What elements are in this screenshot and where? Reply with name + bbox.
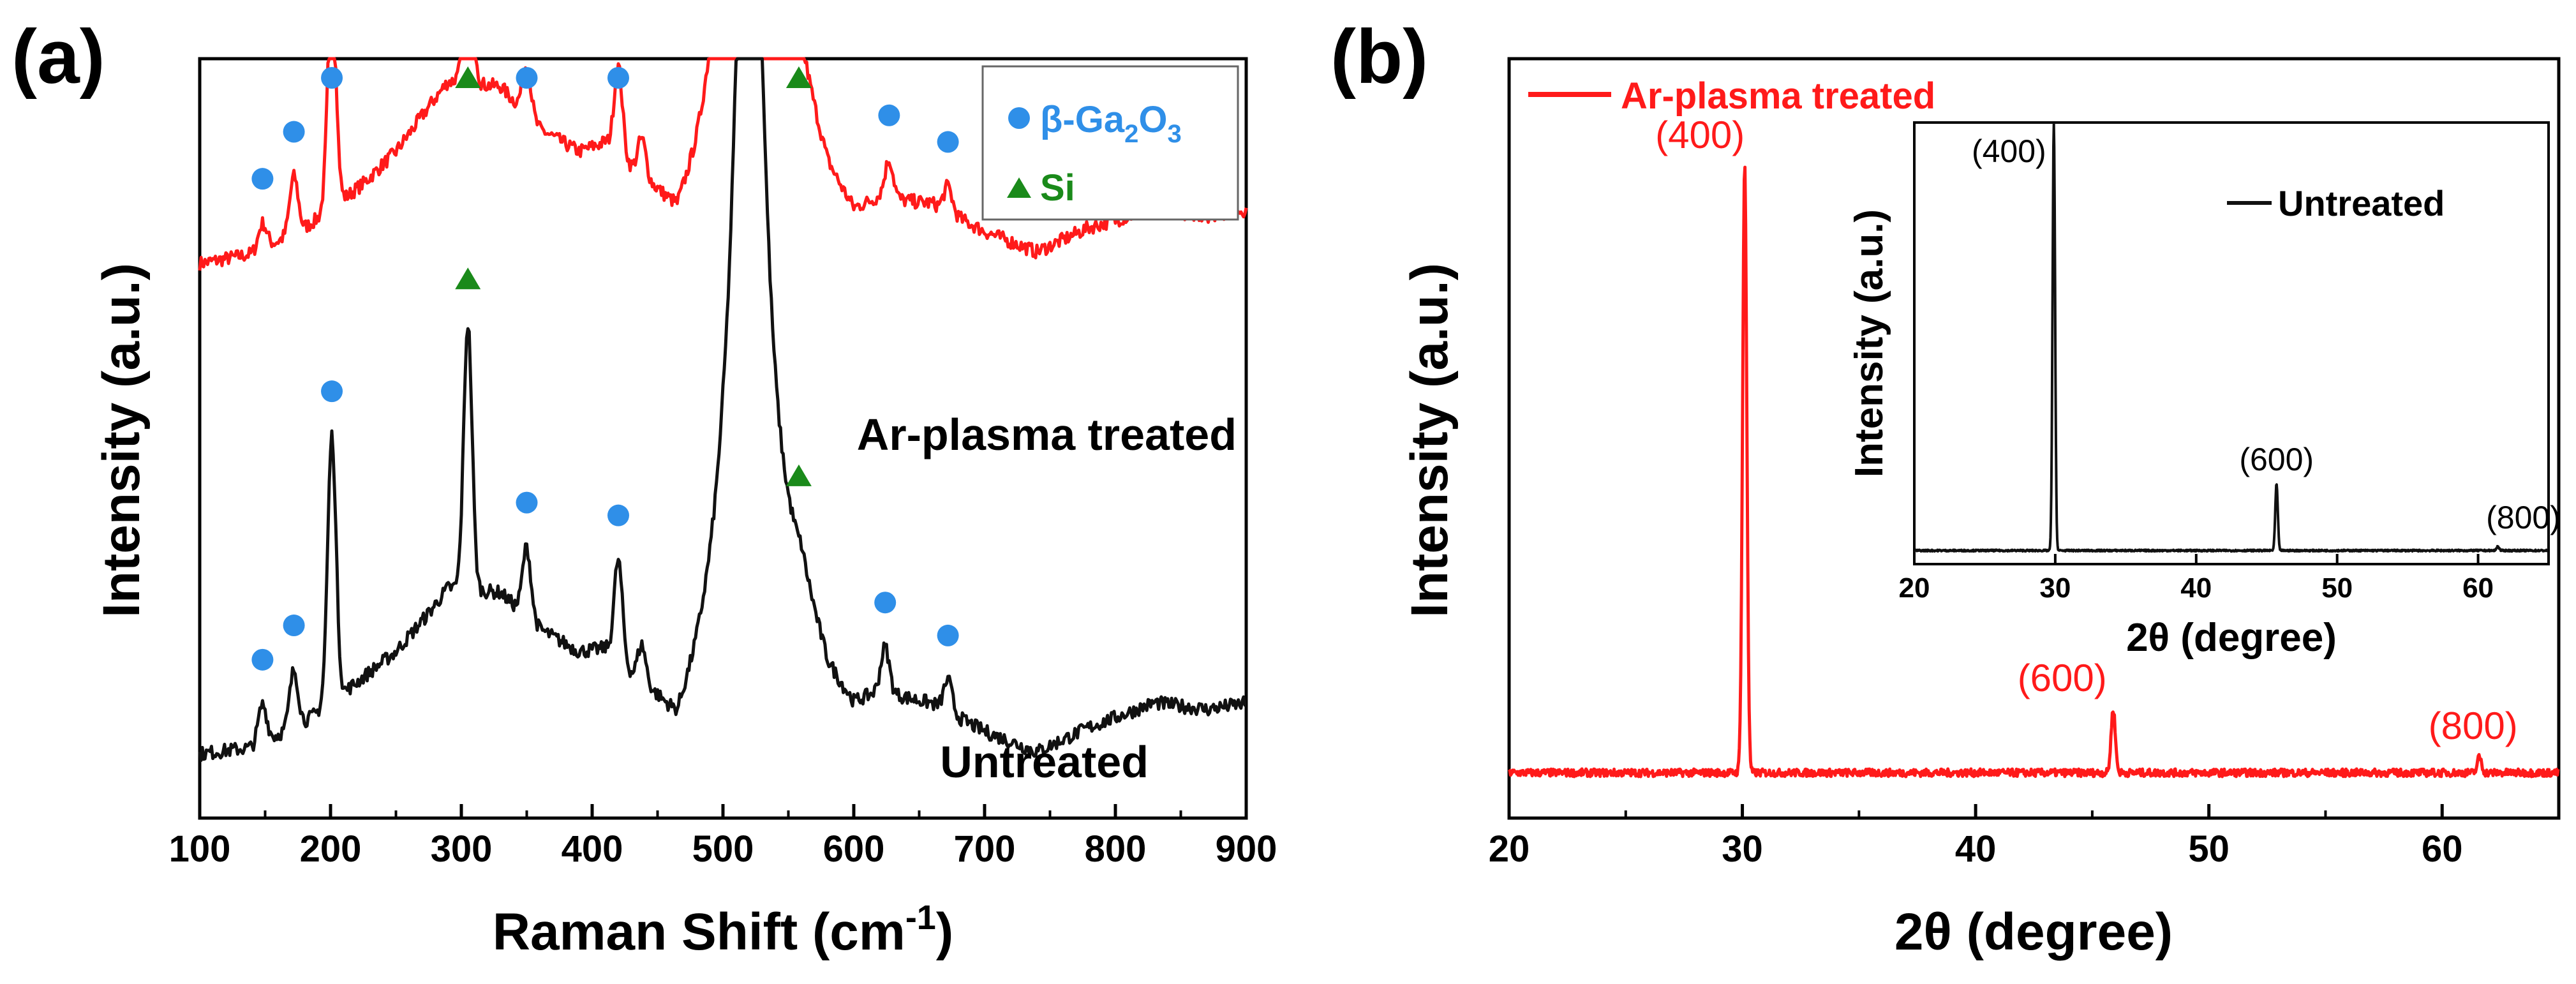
inset-x-tick-label: 60 bbox=[2462, 572, 2494, 604]
raman-x-tick-label: 900 bbox=[1216, 828, 1277, 870]
raman-x-tick-label: 700 bbox=[954, 828, 1016, 870]
legend-treated-label: Ar-plasma treated bbox=[1621, 75, 1935, 117]
si-peak-marker bbox=[455, 267, 481, 290]
raman-peak-markers bbox=[251, 66, 959, 671]
raman-x-tick-label: 800 bbox=[1085, 828, 1147, 870]
raman-legend: β-Ga2O3 Si bbox=[981, 65, 1239, 221]
xrd-x-axis-label: 2θ (degree) bbox=[1895, 903, 2173, 961]
raman-series-untreated-line bbox=[198, 57, 1247, 762]
inset-x-tick-label: 40 bbox=[2180, 572, 2212, 604]
ga2o3-peak-marker bbox=[321, 67, 343, 89]
inset-x-ticks: 20 30 40 50 60 bbox=[1899, 554, 2494, 604]
legend-ga2o3-label: β-Ga2O3 bbox=[1040, 99, 1182, 148]
inset-x-tick-label: 50 bbox=[2321, 572, 2353, 604]
ga2o3-peak-marker bbox=[878, 104, 900, 126]
ga2o3-peak-marker bbox=[607, 67, 629, 89]
panel-b-label: (b) bbox=[1330, 14, 1428, 100]
inset-peak-label: (400) bbox=[1972, 133, 2046, 169]
raman-x-tick-label: 300 bbox=[431, 828, 493, 870]
raman-x-tick-label: 100 bbox=[169, 828, 231, 870]
legend-si-label: Si bbox=[1040, 167, 1075, 209]
ga2o3-peak-marker bbox=[516, 491, 538, 514]
xrd-x-tick-label: 30 bbox=[1722, 828, 1763, 870]
xrd-peak-labels: (400) (600) (800) bbox=[1655, 114, 2518, 747]
inset-y-axis-label: Intensity (a.u.) bbox=[1847, 209, 1891, 477]
inset-x-tick-label: 20 bbox=[1899, 572, 1930, 604]
xrd-x-tick-label: 50 bbox=[2188, 828, 2230, 870]
raman-x-tick-label: 400 bbox=[562, 828, 623, 870]
si-peak-marker bbox=[785, 66, 812, 88]
inset-legend-label: Untreated bbox=[2278, 183, 2445, 223]
raman-x-ticks: 100 200 300 400 500 600 700 800 900 bbox=[169, 804, 1277, 870]
raman-x-axis-label: Raman Shift (cm-1) bbox=[493, 898, 953, 961]
inset-peak-label: (600) bbox=[2239, 442, 2314, 477]
ga2o3-peak-marker bbox=[283, 615, 305, 637]
xrd-inset-chart: 20 30 40 50 60 (400) (600) (800) 2θ (degree) I… bbox=[1847, 121, 2561, 660]
inset-peak-labels: (400) (600) (800) bbox=[1972, 133, 2561, 535]
ga2o3-peak-marker bbox=[251, 168, 274, 190]
raman-treated-label: Ar-plasma treated bbox=[857, 410, 1237, 459]
xrd-series-treated-line bbox=[1507, 165, 2560, 779]
raman-series-treated-line bbox=[198, 57, 1248, 271]
xrd-x-tick-label: 40 bbox=[1955, 828, 1997, 870]
raman-chart: 100 200 300 400 500 600 700 800 900 Raman Shift … bbox=[93, 57, 1277, 961]
inset-series-untreated-line bbox=[1913, 123, 2549, 553]
ga2o3-peak-marker bbox=[283, 121, 305, 143]
xrd-x-tick-label: 60 bbox=[2422, 828, 2463, 870]
raman-x-tick-label: 600 bbox=[823, 828, 885, 870]
ga2o3-peak-marker bbox=[874, 592, 897, 614]
raman-untreated-label: Untreated bbox=[940, 737, 1149, 787]
xrd-legend: Ar-plasma treated bbox=[1528, 75, 1935, 117]
ga2o3-peak-marker bbox=[607, 504, 629, 526]
xrd-plot-frame bbox=[1507, 57, 2561, 820]
legend-ga2o3-marker bbox=[1008, 107, 1030, 129]
xrd-x-tick-label: 20 bbox=[1489, 828, 1530, 870]
panel-a-label: (a) bbox=[11, 14, 105, 100]
inset-x-tick-label: 30 bbox=[2039, 572, 2071, 604]
xrd-x-ticks: 20 30 40 50 60 bbox=[1489, 804, 2560, 870]
xrd-y-axis-label: Intensity (a.u.) bbox=[1401, 263, 1459, 618]
xrd-peak-label: (400) bbox=[1655, 114, 1745, 156]
raman-y-axis-label: Intensity (a.u.) bbox=[93, 263, 151, 618]
xrd-chart: 20 30 40 50 60 (400) (600) (800) 2θ (degree) I… bbox=[1401, 57, 2561, 961]
inset-peak-label: (800) bbox=[2486, 500, 2561, 535]
si-peak-marker bbox=[785, 464, 812, 486]
xrd-peak-label: (600) bbox=[2018, 657, 2107, 699]
legend-si-marker bbox=[1007, 177, 1031, 198]
ga2o3-peak-marker bbox=[321, 380, 343, 403]
inset-x-axis-label: 2θ (degree) bbox=[2126, 616, 2337, 660]
ga2o3-peak-marker bbox=[937, 624, 959, 646]
inset-plot-frame bbox=[1913, 121, 2550, 565]
si-peak-marker bbox=[455, 66, 481, 88]
ga2o3-peak-marker bbox=[251, 648, 274, 671]
raman-x-tick-label: 500 bbox=[692, 828, 754, 870]
ga2o3-peak-marker bbox=[937, 131, 959, 153]
ga2o3-peak-marker bbox=[516, 67, 538, 89]
xrd-peak-label: (800) bbox=[2429, 704, 2518, 747]
raman-x-tick-label: 200 bbox=[300, 828, 362, 870]
